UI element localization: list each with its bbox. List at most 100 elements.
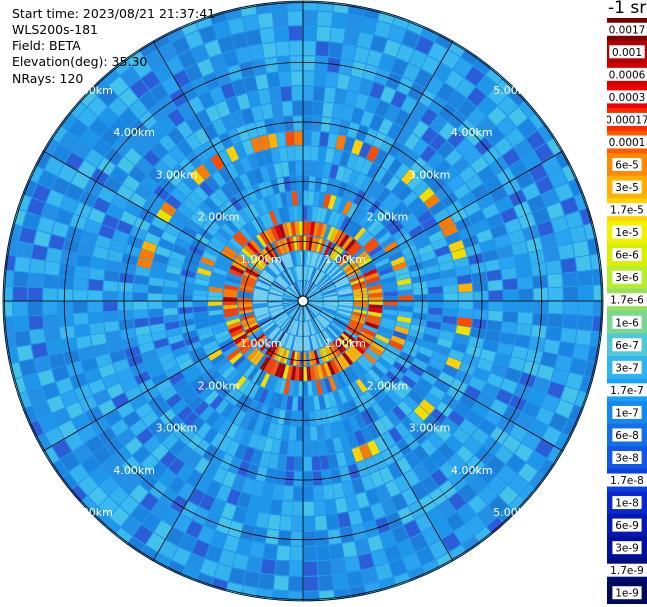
beta-gate (396, 233, 411, 246)
beta-gate (393, 361, 408, 374)
beta-gate (277, 177, 286, 193)
beta-gate (177, 139, 194, 157)
beta-gate (293, 116, 303, 131)
beta-gate (532, 275, 548, 289)
colorbar-tick-label: 3e-5 (615, 182, 639, 194)
beta-gate (395, 272, 411, 281)
beta-gate (528, 389, 546, 406)
beta-gate (186, 341, 202, 352)
beta-gate (349, 585, 366, 598)
beta-gate (98, 86, 118, 106)
beta-gate (255, 466, 268, 482)
beta-gate (327, 264, 339, 276)
beta-gate (308, 191, 315, 206)
beta-gate (337, 388, 348, 404)
beta-gate (335, 250, 347, 263)
beta-gate (35, 152, 51, 169)
beta-gate (257, 278, 271, 287)
beta-gate (260, 373, 271, 388)
beta-gate (325, 148, 335, 163)
beta-gate (305, 236, 310, 251)
beta-gate (548, 301, 563, 314)
beta-gate (382, 281, 397, 288)
beta-gate (303, 71, 315, 86)
beta-gate (243, 206, 255, 221)
beta-gate (353, 303, 368, 308)
beta-gate (238, 291, 253, 296)
beta-gate (529, 419, 548, 438)
beta-gate (118, 292, 133, 301)
beta-gate (573, 240, 590, 257)
beta-gate (255, 312, 270, 319)
beta-gate (256, 314, 271, 322)
beta-gate (365, 241, 380, 254)
beta-gate (389, 444, 404, 461)
beta-gate (367, 440, 381, 456)
beta-gate (313, 222, 320, 237)
beta-gate (303, 266, 305, 280)
beta-gate (153, 402, 171, 418)
beta-gate (246, 265, 261, 276)
beta-gate (247, 366, 259, 381)
beta-gate (587, 346, 600, 363)
beta-gate (303, 471, 313, 486)
beta-gate (159, 450, 177, 468)
beta-gate (187, 434, 203, 451)
beta-gate (577, 270, 593, 286)
beta-gate (238, 294, 253, 299)
beta-gate (455, 138, 474, 156)
beta-gate (104, 176, 122, 193)
beta-gate (368, 288, 383, 294)
beta-gate (322, 286, 336, 294)
beta-gate (345, 326, 360, 337)
beta-gate (547, 313, 563, 328)
beta-gate (321, 309, 335, 317)
beta-gate (118, 310, 133, 321)
beta-gate (210, 498, 226, 516)
beta-gate (280, 348, 288, 363)
beta-gate (448, 410, 465, 427)
beta-gate (333, 390, 343, 406)
beta-gate (421, 26, 439, 42)
beta-gate (327, 194, 337, 210)
beta-gate (578, 301, 593, 316)
range-ring-label: 4.00km (451, 464, 493, 477)
beta-gate (326, 243, 336, 257)
azimuth-spoke (302, 40, 454, 302)
beta-gate (311, 131, 321, 146)
beta-gate (373, 337, 388, 349)
colorbar-tick-label: 6e-8 (615, 430, 639, 442)
beta-gate (99, 363, 116, 378)
beta-gate (90, 78, 108, 96)
beta-gate (182, 364, 198, 378)
beta-gate (410, 268, 425, 278)
beta-gate (488, 301, 503, 311)
beta-gate (347, 571, 364, 588)
beta-gate (196, 164, 211, 180)
beta-gate (274, 424, 284, 440)
beta-gate (241, 278, 256, 286)
beta-gate (282, 254, 290, 269)
beta-gate (78, 424, 97, 443)
beta-gate (501, 267, 517, 280)
beta-gate (170, 340, 186, 352)
beta-gate (249, 350, 262, 363)
beta-gate (188, 191, 203, 207)
beta-gate (418, 89, 436, 107)
beta-gate (294, 366, 300, 381)
beta-gate (252, 184, 263, 200)
beta-gate (319, 279, 332, 289)
beta-gate (352, 287, 367, 293)
beta-gate (428, 301, 443, 308)
beta-gate (388, 141, 404, 158)
beta-gate (84, 179, 103, 197)
colorbar-tick-box (607, 90, 647, 104)
beta-gate (253, 527, 267, 543)
beta-gate (317, 255, 326, 269)
beta-gate (363, 520, 379, 538)
beta-gate (477, 392, 495, 408)
beta-gate (362, 64, 378, 81)
beta-gate (223, 297, 238, 301)
beta-gate (366, 348, 380, 361)
beta-gate (368, 307, 383, 314)
